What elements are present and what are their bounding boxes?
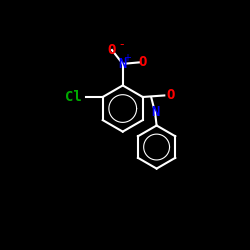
- Text: N: N: [151, 106, 159, 120]
- Text: O: O: [138, 55, 147, 69]
- Text: -: -: [119, 38, 124, 51]
- Text: +: +: [123, 54, 131, 64]
- Text: O: O: [166, 88, 175, 102]
- Text: O: O: [108, 43, 116, 57]
- Text: Cl: Cl: [65, 90, 82, 104]
- Text: N: N: [118, 57, 127, 71]
